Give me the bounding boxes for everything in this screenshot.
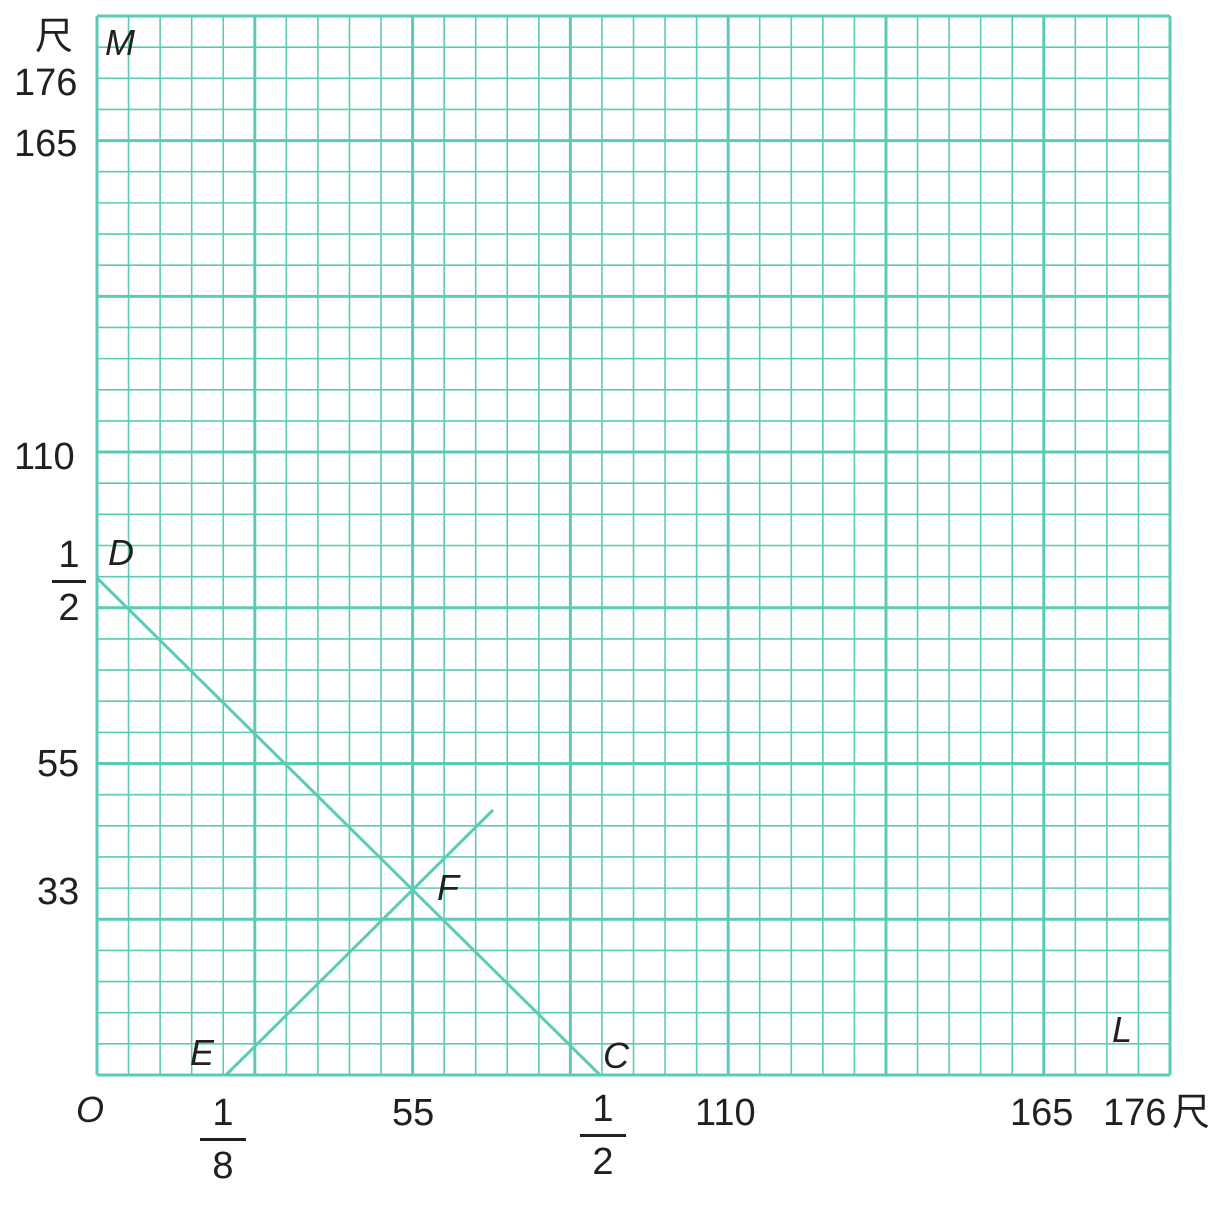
numerator: 1 <box>212 1092 234 1134</box>
point-label-l: L <box>1112 1009 1133 1050</box>
x-tick-fraction-half: 1 2 <box>580 1090 626 1181</box>
denominator: 2 <box>592 1141 614 1183</box>
point-label-c: C <box>603 1035 629 1076</box>
y-axis-unit: 尺 <box>35 16 74 58</box>
point-label-m: M <box>105 22 135 63</box>
y-tick-33: 33 <box>37 871 80 913</box>
denominator: 2 <box>58 587 80 629</box>
x-axis-unit: 尺 <box>1172 1092 1211 1134</box>
x-tick-110: 110 <box>695 1092 756 1134</box>
fraction-bar <box>200 1138 246 1141</box>
x-tick-165: 165 <box>1010 1092 1074 1134</box>
fraction-bar <box>52 580 86 583</box>
numerator: 1 <box>58 534 80 576</box>
grid-lines <box>95 14 1172 1077</box>
x-tick-55: 55 <box>392 1092 435 1134</box>
y-tick-fraction-half: 1 2 <box>52 536 86 627</box>
line-d-to-c <box>95 576 602 1077</box>
fraction-bar <box>580 1134 626 1137</box>
point-label-f: F <box>437 867 459 908</box>
origin-label: O <box>76 1089 105 1130</box>
point-label-e: E <box>190 1032 215 1073</box>
y-tick-110: 110 <box>14 436 75 478</box>
x-tick-fraction-eighth: 1 8 <box>200 1094 246 1185</box>
y-tick-55: 55 <box>37 743 80 785</box>
denominator: 8 <box>212 1145 234 1187</box>
line-e-through-f <box>224 808 495 1077</box>
y-tick-176: 176 <box>14 62 78 104</box>
point-label-d: D <box>108 532 134 573</box>
y-tick-165: 165 <box>14 123 78 165</box>
x-tick-176: 176 <box>1103 1092 1167 1134</box>
numerator: 1 <box>592 1088 614 1130</box>
